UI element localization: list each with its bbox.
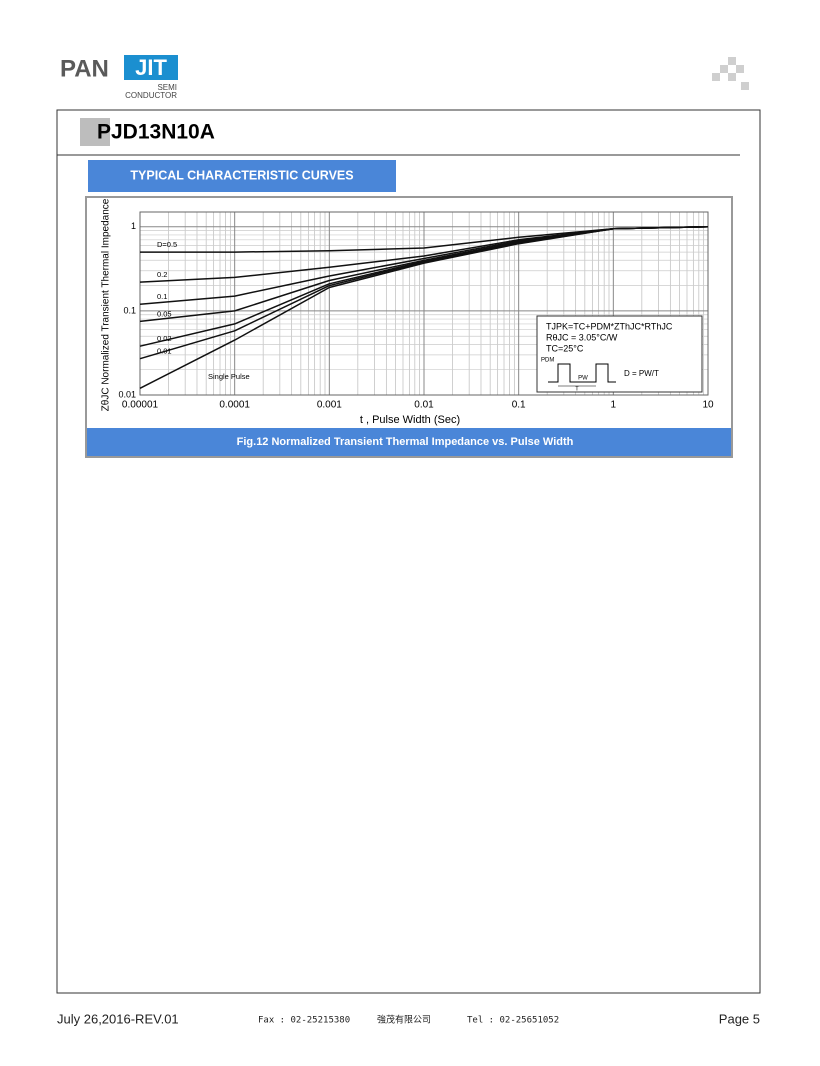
inset-text: PW: [578, 376, 588, 382]
inset-text: D = PW/T: [624, 369, 659, 378]
series-label: 0.2: [157, 270, 167, 279]
title: PJD13N10A: [97, 121, 215, 144]
title-marker: [80, 118, 110, 146]
page-frame: [56, 109, 761, 994]
series-label: D=0.5: [157, 240, 177, 249]
y-tick-label: 0.01: [118, 389, 136, 399]
logo-sub: CONDUCTOR: [125, 91, 177, 100]
series-line: [139, 226, 709, 389]
chart-caption: Fig.12 Normalized Transient Thermal Impe…: [237, 436, 574, 448]
logo-text: JIT: [135, 55, 167, 80]
y-tick-label: 0.1: [123, 305, 136, 315]
series-label: Single Pulse: [208, 372, 250, 381]
inset-text: TJPK=TC+PDM*ZThJC*RThJC: [546, 321, 673, 331]
x-tick-label: 10: [702, 400, 714, 411]
footer-tel: Tel : 02-25651052: [467, 1016, 559, 1026]
x-tick-label: 0.1: [512, 400, 526, 411]
footer-company: 強茂有限公司: [377, 1013, 431, 1024]
plot: 0.00001 0.0001 0.001 0.01 0.1 1 10 0.01 0.1 1 D=0.…: [118, 211, 714, 411]
section-title: TYPICAL CHARACTERISTIC CURVES: [130, 168, 353, 182]
x-axis-label: t , Pulse Width (Sec): [360, 414, 460, 426]
logo-sub: SEMI: [157, 83, 177, 92]
x-tick-label: 0.00001: [122, 400, 159, 411]
footer-fax: Fax : 02-25215380: [258, 1016, 350, 1026]
y-tick-label: 1: [131, 221, 136, 231]
logo-box: [124, 55, 178, 80]
inset-text: TC=25°C: [546, 343, 584, 353]
y-axis-label: ZθJC Normalized Transient Thermal Impeda…: [101, 198, 112, 411]
pulse-shape: [548, 363, 616, 383]
x-tick-label: 1: [611, 400, 617, 411]
logo-text: PAN: [60, 55, 109, 82]
x-tick-label: 0.0001: [219, 400, 250, 411]
inset-text: RθJC = 3.05°C/W: [546, 332, 618, 342]
series-label: 0.01: [157, 347, 172, 356]
series-label: 0.02: [157, 334, 172, 343]
footer-page: Page 5: [719, 1011, 760, 1026]
inset-text: T: [575, 387, 579, 393]
series-label: 0.1: [157, 292, 167, 301]
inset-box: [536, 315, 703, 393]
caption-bar: [87, 428, 731, 456]
section-banner: [88, 160, 396, 192]
x-tick-label: 0.001: [317, 400, 342, 411]
footer-date: July 26,2016-REV.01: [57, 1011, 179, 1026]
inset-text: PDM: [541, 358, 554, 364]
x-tick-label: 0.01: [414, 400, 434, 411]
decoration: [712, 57, 749, 90]
series-label: 0.05: [157, 309, 172, 318]
